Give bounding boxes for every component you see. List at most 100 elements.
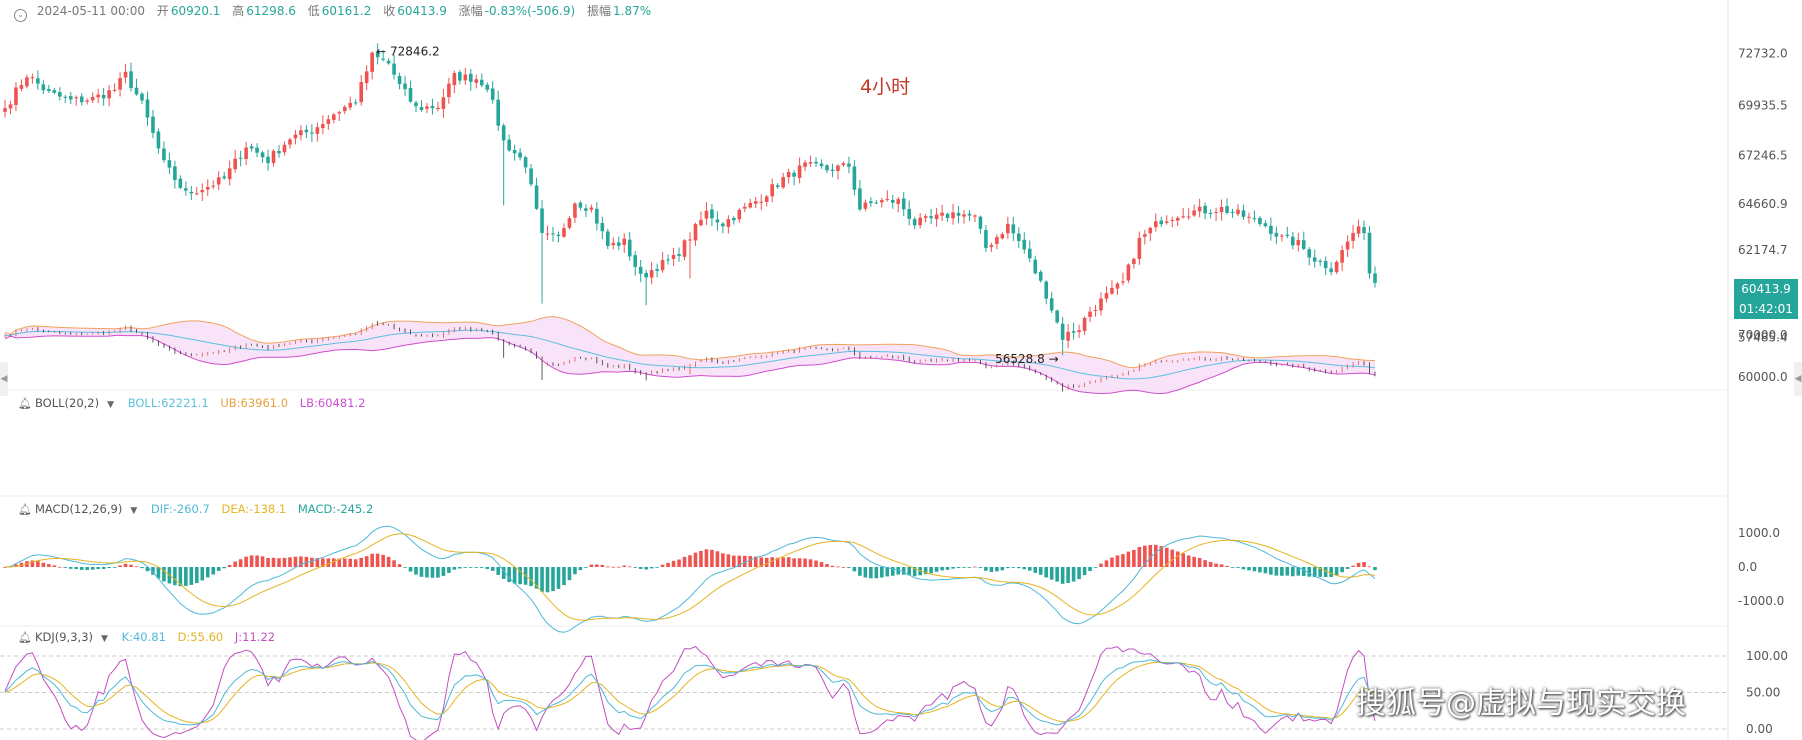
candle-body bbox=[1219, 207, 1224, 213]
header-datetime: 2024-05-11 00:00 bbox=[36, 4, 145, 18]
dropdown-caret-icon[interactable]: ▼ bbox=[130, 506, 138, 516]
macd-bar bbox=[764, 557, 769, 567]
candle-body bbox=[1197, 206, 1202, 212]
candle-body bbox=[1093, 309, 1098, 311]
macd-bar bbox=[90, 567, 95, 570]
macd-bar bbox=[518, 567, 522, 585]
dropdown-caret-icon[interactable]: ▼ bbox=[101, 634, 108, 644]
candle-body bbox=[885, 199, 890, 201]
macd-bar bbox=[441, 567, 446, 576]
candle-body bbox=[173, 166, 177, 181]
macd-bar bbox=[156, 567, 161, 579]
macd-bar bbox=[118, 565, 122, 567]
macd-bar bbox=[173, 567, 177, 586]
candle-body bbox=[321, 124, 325, 129]
macd-bar bbox=[759, 557, 764, 567]
macd-bar bbox=[578, 567, 583, 571]
macd-bar bbox=[786, 557, 791, 567]
macd-bar bbox=[1060, 567, 1065, 584]
candle-body bbox=[945, 213, 950, 218]
collapse-icon[interactable]: ⌄ bbox=[14, 9, 27, 22]
macd-bar bbox=[1088, 567, 1092, 572]
bell-icon[interactable]: 🔔︎ bbox=[18, 397, 32, 410]
candle-body bbox=[649, 270, 654, 278]
candle-body bbox=[359, 82, 363, 103]
macd-bar bbox=[36, 561, 40, 567]
macd-bar bbox=[282, 557, 287, 567]
candle-body bbox=[266, 156, 270, 164]
candle-body bbox=[1071, 331, 1076, 333]
macd-bar bbox=[68, 567, 73, 569]
candle-body bbox=[1274, 232, 1279, 237]
candle-body bbox=[47, 89, 51, 91]
macd-bar bbox=[1071, 567, 1076, 582]
macd-bar bbox=[1258, 567, 1262, 573]
macd-bar bbox=[715, 551, 720, 567]
candle-body bbox=[381, 58, 385, 60]
macd-bar bbox=[912, 567, 917, 577]
macd-bar bbox=[551, 567, 555, 592]
macd-bar bbox=[978, 567, 983, 568]
candle-body bbox=[1082, 317, 1087, 331]
macd-bar bbox=[397, 564, 402, 567]
macd-bar bbox=[485, 567, 490, 569]
macd-bar bbox=[184, 567, 188, 586]
kdj-j-line bbox=[4, 645, 1376, 740]
candle-body bbox=[1164, 221, 1169, 223]
candle-body bbox=[792, 172, 796, 177]
macd-bar bbox=[58, 566, 62, 568]
macd-bar bbox=[452, 567, 457, 570]
candle-body bbox=[1252, 218, 1257, 220]
candle-body bbox=[1329, 268, 1333, 273]
macd-bar bbox=[1115, 555, 1120, 567]
candle-body bbox=[534, 185, 539, 209]
candle-body bbox=[573, 203, 577, 218]
scroll-right-icon[interactable]: ◀ bbox=[1794, 362, 1802, 396]
candle-body bbox=[803, 162, 807, 167]
macd-bar bbox=[1044, 567, 1048, 578]
macd-bar bbox=[737, 555, 742, 567]
candle-body bbox=[277, 151, 281, 154]
price-tick-label: 67246.5 bbox=[1738, 149, 1788, 163]
bell-icon[interactable]: 🔔︎ bbox=[18, 503, 32, 516]
macd-bar bbox=[101, 567, 106, 569]
macd-bar bbox=[392, 560, 396, 567]
candle-body bbox=[556, 234, 561, 236]
macd-bar bbox=[1006, 567, 1010, 569]
candle-body bbox=[107, 90, 111, 99]
candle-body bbox=[348, 102, 353, 108]
macd-bar bbox=[1170, 549, 1175, 567]
candle-body bbox=[1077, 330, 1081, 333]
macd-bar bbox=[666, 562, 670, 567]
bell-icon[interactable]: 🔔︎ bbox=[18, 631, 32, 644]
candle-body bbox=[19, 84, 24, 89]
candle-body bbox=[8, 104, 13, 109]
candle-body bbox=[852, 166, 857, 190]
candle-body bbox=[748, 202, 753, 208]
macd-bar bbox=[907, 567, 911, 576]
macd-bar bbox=[984, 567, 988, 571]
dropdown-caret-icon[interactable]: ▼ bbox=[107, 400, 115, 410]
macd-bar bbox=[419, 567, 424, 577]
candle-body bbox=[869, 201, 873, 204]
high-value: 61298.6 bbox=[246, 4, 296, 18]
candle-body bbox=[825, 165, 829, 171]
macd-bar bbox=[271, 557, 276, 567]
candle-body bbox=[551, 233, 555, 235]
macd-bar bbox=[332, 558, 336, 567]
candle-body bbox=[1280, 235, 1284, 237]
macd-bar bbox=[1110, 557, 1114, 567]
candle-body bbox=[1208, 212, 1213, 214]
candle-body bbox=[808, 162, 813, 164]
scroll-left-icon[interactable]: ◀ bbox=[0, 362, 8, 396]
macd-bar bbox=[589, 564, 594, 567]
macd-bar bbox=[1137, 547, 1142, 567]
macd-bar bbox=[1126, 551, 1131, 567]
candle-body bbox=[227, 168, 232, 180]
ohlc-header: ⌄ 2024-05-11 00:00 开 60920.1 高 61298.6 低 60… bbox=[14, 2, 659, 22]
macd-bar bbox=[233, 561, 237, 567]
boll-ub-value: UB:63961.0 bbox=[220, 396, 289, 410]
change-value: -0.83%(-506.9) bbox=[484, 4, 576, 18]
macd-bar bbox=[304, 556, 309, 567]
